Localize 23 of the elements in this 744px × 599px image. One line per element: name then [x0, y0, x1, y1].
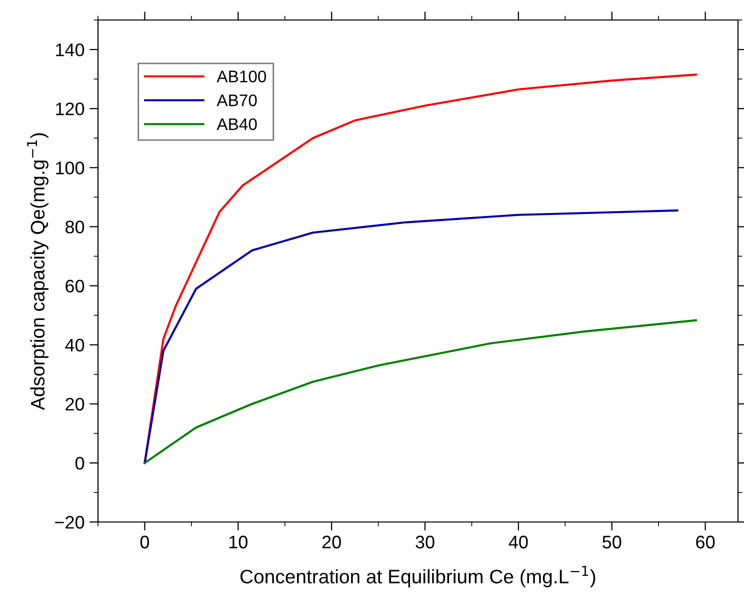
y-tick-label: 0	[75, 456, 84, 470]
y-tick-label: 80	[66, 220, 84, 234]
x-axis-title: Concentration at Equilibrium Ce (mg.L$^{−1}$)	[240, 566, 596, 588]
y-tick-label: 120	[56, 102, 84, 116]
legend-label: AB70	[216, 94, 257, 106]
x-tick-label: 0	[140, 536, 150, 548]
y-axis-title: Adsorption capacity Qe(mg.g$^{−1}$)	[27, 133, 48, 410]
y-tick-label: 100	[56, 162, 84, 174]
y-tick-label: −20	[55, 516, 84, 529]
legend-label: AB100	[216, 70, 266, 82]
x-tick-label: 40	[508, 536, 528, 548]
x-tick-label: 20	[322, 536, 341, 548]
y-tick-label: 60	[66, 280, 84, 292]
y-tick-label: 140	[56, 43, 84, 56]
line-series	[144, 209, 678, 464]
x-tick-label: 30	[416, 536, 434, 548]
line-series	[144, 319, 697, 464]
x-tick-label: 60	[696, 536, 715, 548]
y-tick-label: 20	[66, 398, 84, 411]
y-tick-label: 40	[65, 338, 84, 352]
legend-label: AB40	[216, 118, 257, 130]
x-tick-label: 50	[602, 536, 622, 548]
x-tick-label: 10	[229, 536, 248, 548]
